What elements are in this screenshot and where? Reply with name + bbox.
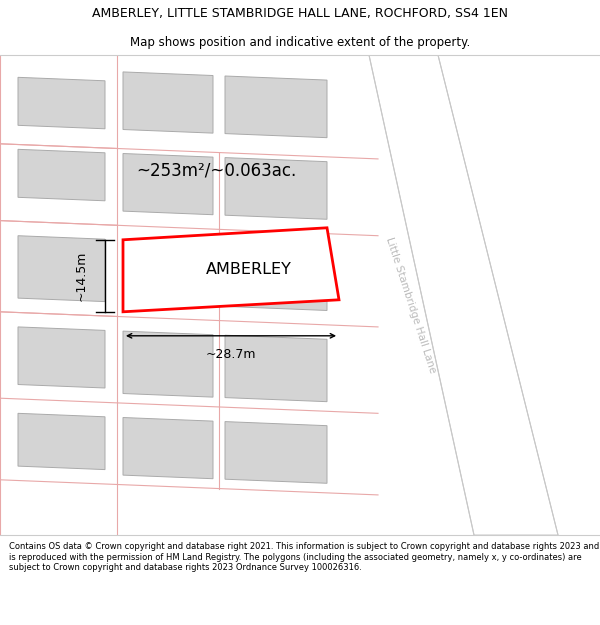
Text: Little Stambridge Hall Lane: Little Stambridge Hall Lane xyxy=(384,236,438,374)
Text: ~14.5m: ~14.5m xyxy=(74,251,88,301)
Polygon shape xyxy=(123,228,339,312)
Text: ~253m²/~0.063ac.: ~253m²/~0.063ac. xyxy=(136,161,296,179)
Polygon shape xyxy=(18,413,105,469)
Polygon shape xyxy=(18,149,105,201)
Polygon shape xyxy=(225,422,327,483)
Polygon shape xyxy=(369,55,558,535)
Text: Map shows position and indicative extent of the property.: Map shows position and indicative extent… xyxy=(130,36,470,49)
Polygon shape xyxy=(123,154,213,215)
Polygon shape xyxy=(225,158,327,219)
Text: AMBERLEY, LITTLE STAMBRIDGE HALL LANE, ROCHFORD, SS4 1EN: AMBERLEY, LITTLE STAMBRIDGE HALL LANE, R… xyxy=(92,8,508,20)
Polygon shape xyxy=(123,331,213,397)
Polygon shape xyxy=(18,78,105,129)
Polygon shape xyxy=(18,327,105,388)
Text: Contains OS data © Crown copyright and database right 2021. This information is : Contains OS data © Crown copyright and d… xyxy=(9,542,599,572)
Polygon shape xyxy=(153,246,213,306)
Polygon shape xyxy=(225,335,327,402)
Polygon shape xyxy=(123,418,213,479)
Polygon shape xyxy=(225,76,327,138)
Text: ~28.7m: ~28.7m xyxy=(206,349,256,361)
Polygon shape xyxy=(123,72,213,133)
Polygon shape xyxy=(225,249,327,311)
Text: AMBERLEY: AMBERLEY xyxy=(206,262,292,277)
Polygon shape xyxy=(18,236,105,302)
